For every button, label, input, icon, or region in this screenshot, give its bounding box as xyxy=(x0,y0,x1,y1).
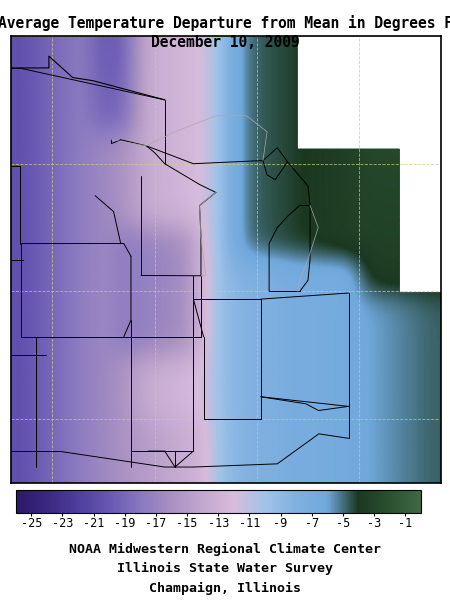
Text: Champaign, Illinois: Champaign, Illinois xyxy=(149,582,301,595)
Text: Illinois State Water Survey: Illinois State Water Survey xyxy=(117,562,333,575)
Text: Average Temperature Departure from Mean in Degrees F: Average Temperature Departure from Mean … xyxy=(0,15,450,31)
Text: December 10, 2009: December 10, 2009 xyxy=(151,35,299,50)
Text: NOAA Midwestern Regional Climate Center: NOAA Midwestern Regional Climate Center xyxy=(69,543,381,556)
